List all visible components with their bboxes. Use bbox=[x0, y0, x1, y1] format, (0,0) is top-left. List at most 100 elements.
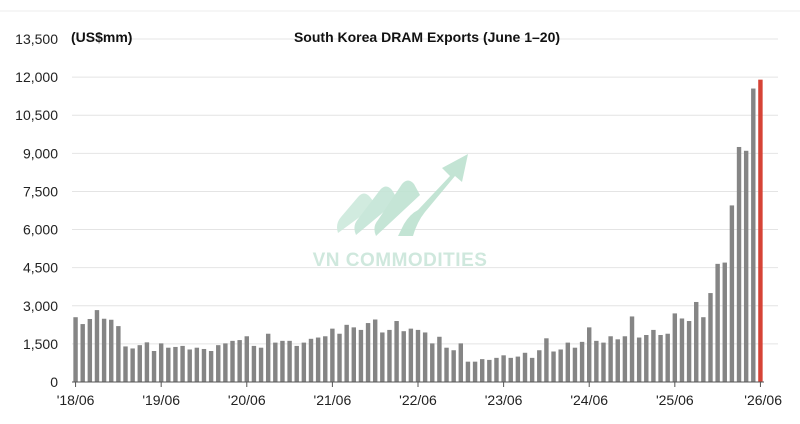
y-tick-label: 9,000 bbox=[23, 145, 58, 161]
bar bbox=[629, 316, 635, 382]
watermark-logo-icon bbox=[337, 154, 468, 236]
bar bbox=[109, 319, 114, 382]
bar bbox=[537, 350, 542, 382]
y-tick-label: 7,500 bbox=[23, 183, 58, 199]
bar bbox=[608, 336, 613, 382]
chart-title: South Korea DRAM Exports (June 1–20) bbox=[294, 29, 560, 45]
bar bbox=[166, 347, 171, 382]
x-axis-ticks: '18/06 '19/06 '20/06 '21/06 '22/06 '23/06 '24/… bbox=[57, 382, 782, 408]
bar bbox=[565, 342, 571, 382]
bar bbox=[158, 343, 164, 382]
bar bbox=[743, 150, 749, 382]
x-tick-label: '25/06 bbox=[656, 392, 694, 408]
bar bbox=[358, 329, 364, 382]
bar bbox=[508, 357, 513, 382]
y-tick-label: 6,000 bbox=[23, 222, 58, 238]
bar bbox=[265, 333, 271, 382]
bar bbox=[715, 263, 720, 382]
y-tick-label: 0 bbox=[50, 374, 58, 390]
bar bbox=[308, 338, 314, 382]
bar bbox=[80, 324, 85, 382]
bar bbox=[301, 342, 307, 382]
bar bbox=[487, 359, 492, 382]
bar-highlight bbox=[758, 79, 763, 383]
bar bbox=[251, 345, 257, 382]
bar bbox=[123, 346, 128, 382]
bar bbox=[701, 317, 706, 382]
bar bbox=[615, 339, 620, 382]
bar bbox=[587, 327, 592, 382]
y-tick-label: 13,500 bbox=[15, 31, 58, 47]
bar bbox=[116, 326, 121, 382]
bar bbox=[444, 347, 449, 382]
y-tick-label: 10,500 bbox=[15, 107, 58, 123]
bar bbox=[330, 328, 335, 382]
bar bbox=[101, 318, 107, 382]
y-axis-ticks: 0 1,500 3,000 4,500 6,000 7,500 9,000 10,500 12,… bbox=[15, 31, 58, 390]
watermark-text: VN COMMODITIES bbox=[313, 250, 488, 271]
bar bbox=[394, 321, 399, 382]
watermark: VN COMMODITIES bbox=[313, 154, 488, 271]
y-tick-label: 4,500 bbox=[23, 260, 58, 276]
bar bbox=[287, 340, 292, 382]
bar bbox=[230, 340, 235, 382]
bar bbox=[244, 336, 249, 382]
bar bbox=[601, 342, 606, 382]
bar bbox=[201, 348, 207, 382]
bar bbox=[558, 349, 563, 382]
bar bbox=[665, 333, 670, 382]
bar bbox=[751, 88, 756, 382]
bar bbox=[372, 319, 378, 382]
bar bbox=[415, 329, 421, 382]
bar bbox=[430, 343, 435, 382]
bars bbox=[73, 79, 763, 383]
x-tick-label: '26/06 bbox=[744, 392, 782, 408]
bar bbox=[315, 337, 321, 382]
bar bbox=[137, 345, 142, 382]
x-tick-label: '23/06 bbox=[485, 392, 523, 408]
bar bbox=[401, 331, 406, 382]
bar bbox=[494, 357, 499, 382]
bar bbox=[736, 146, 742, 382]
bar bbox=[522, 352, 528, 382]
x-tick-label: '18/06 bbox=[57, 392, 95, 408]
bar bbox=[722, 262, 727, 382]
x-tick-label: '19/06 bbox=[142, 392, 180, 408]
bar bbox=[422, 332, 428, 382]
bar bbox=[187, 349, 192, 382]
bar bbox=[194, 347, 200, 382]
bar bbox=[644, 335, 649, 382]
bar bbox=[622, 336, 628, 382]
bar bbox=[337, 333, 342, 382]
bar bbox=[544, 338, 549, 382]
bar bbox=[180, 345, 185, 382]
bar bbox=[579, 341, 585, 382]
bar bbox=[387, 329, 392, 382]
bar bbox=[273, 342, 278, 382]
bar bbox=[208, 351, 214, 382]
x-tick-label: '22/06 bbox=[399, 392, 437, 408]
bar bbox=[130, 348, 135, 382]
bar bbox=[594, 340, 599, 382]
bar bbox=[636, 337, 642, 382]
bar bbox=[465, 361, 471, 382]
bar bbox=[294, 345, 299, 382]
bar bbox=[237, 340, 242, 382]
bar bbox=[73, 317, 78, 382]
y-tick-label: 3,000 bbox=[23, 298, 58, 314]
y-tick-label: 1,500 bbox=[23, 336, 58, 352]
bar bbox=[223, 343, 228, 382]
bar bbox=[472, 361, 478, 382]
bar bbox=[708, 293, 713, 382]
unit-label: (US$mm) bbox=[71, 29, 132, 45]
bar bbox=[365, 323, 371, 382]
bar bbox=[451, 350, 456, 382]
bar bbox=[694, 301, 699, 382]
bar bbox=[437, 336, 442, 382]
bar bbox=[686, 321, 692, 382]
bar bbox=[344, 324, 349, 382]
bar bbox=[173, 346, 178, 382]
bar bbox=[351, 327, 356, 382]
bar bbox=[658, 335, 663, 382]
bar bbox=[280, 340, 285, 382]
